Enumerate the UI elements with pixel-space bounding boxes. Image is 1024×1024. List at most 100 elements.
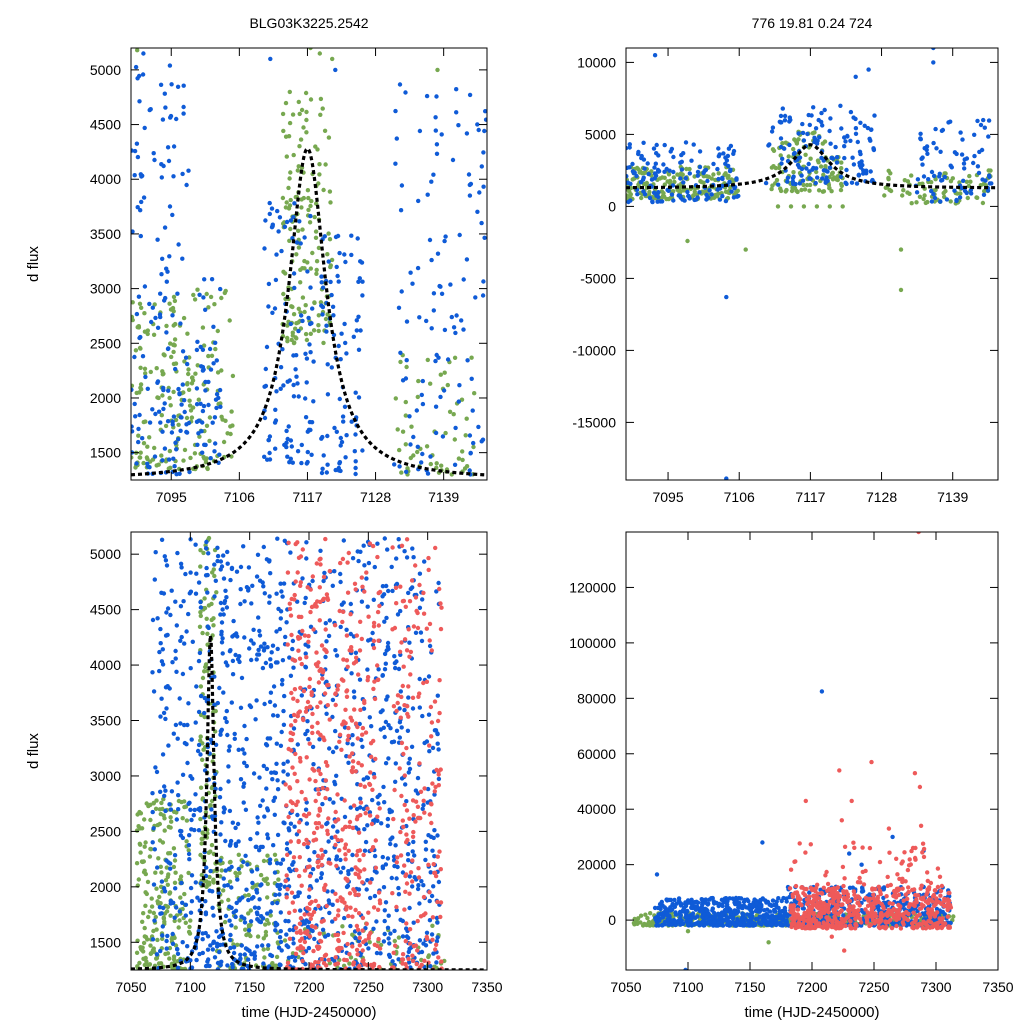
blue-point xyxy=(428,454,433,459)
green-point xyxy=(204,616,209,621)
green-point xyxy=(296,245,302,250)
blue-point xyxy=(407,414,412,419)
blue-point xyxy=(339,331,344,336)
blue-point xyxy=(184,422,189,427)
blue-point xyxy=(398,608,403,614)
green-point xyxy=(459,397,465,402)
blue-point xyxy=(266,304,271,309)
green-point xyxy=(201,343,207,348)
blue-point xyxy=(303,651,308,656)
green-point xyxy=(671,175,676,180)
red-point xyxy=(421,611,427,616)
blue-point xyxy=(467,468,472,473)
blue-point xyxy=(467,182,472,188)
blue-point xyxy=(219,959,224,964)
blue-point xyxy=(827,165,833,170)
blue-point xyxy=(332,569,337,574)
blue-point xyxy=(299,442,304,448)
blue-point xyxy=(172,464,177,469)
blue-point xyxy=(159,659,165,664)
blue-point xyxy=(914,190,920,195)
red-point xyxy=(297,709,302,714)
red-point xyxy=(376,623,381,628)
blue-point xyxy=(482,235,487,240)
blue-point xyxy=(799,166,805,172)
blue-point xyxy=(357,931,362,936)
blue-point xyxy=(185,722,190,728)
panel-top-right: 7095 7106 7117 7128 7139-15000-10000-5000050… xyxy=(572,15,999,505)
blue-point xyxy=(829,155,834,161)
blue-point xyxy=(319,436,324,441)
red-point xyxy=(376,590,381,596)
red-point xyxy=(428,704,434,710)
blue-point xyxy=(372,853,378,859)
red-point xyxy=(345,664,350,669)
green-point xyxy=(155,901,161,906)
green-point xyxy=(330,56,335,62)
blue-point xyxy=(223,913,229,919)
red-point xyxy=(292,658,298,663)
blue-point xyxy=(153,765,158,770)
red-point xyxy=(407,927,413,932)
green-point xyxy=(153,806,159,811)
blue-point xyxy=(628,198,633,203)
red-point xyxy=(404,808,410,813)
green-point xyxy=(193,371,198,376)
blue-point xyxy=(176,437,181,442)
red-point xyxy=(298,583,303,588)
green-point xyxy=(155,822,160,828)
red-point xyxy=(288,737,293,743)
blue-point xyxy=(295,893,300,899)
blue-point xyxy=(433,404,439,409)
blue-point xyxy=(262,415,268,421)
blue-point xyxy=(961,161,967,166)
blue-point xyxy=(138,233,143,239)
blue-point xyxy=(205,934,211,939)
blue-point xyxy=(389,740,395,745)
blue-point xyxy=(261,763,266,769)
green-point xyxy=(147,854,153,859)
blue-point xyxy=(212,415,218,420)
blue-point xyxy=(305,449,310,455)
blue-point xyxy=(394,136,399,141)
green-point xyxy=(472,391,477,396)
blue-point xyxy=(638,180,644,185)
blue-point xyxy=(203,307,208,312)
blue-point xyxy=(656,194,661,200)
blue-point xyxy=(182,722,187,728)
blue-point xyxy=(431,172,436,177)
green-point xyxy=(184,839,189,844)
green-point xyxy=(301,125,306,130)
blue-point xyxy=(208,456,213,461)
blue-point xyxy=(198,693,204,699)
blue-point xyxy=(269,206,275,211)
blue-point xyxy=(806,161,811,167)
green-point xyxy=(142,817,147,822)
blue-point xyxy=(273,446,278,451)
blue-point xyxy=(701,170,706,176)
red-point xyxy=(401,598,407,604)
red-point xyxy=(421,894,427,900)
red-point xyxy=(285,960,291,966)
green-point xyxy=(925,199,930,205)
green-point xyxy=(199,836,204,842)
red-point xyxy=(375,814,380,819)
blue-point xyxy=(787,115,792,120)
blue-point xyxy=(160,429,165,434)
blue-point xyxy=(411,434,416,440)
blue-point xyxy=(448,282,453,287)
blue-point xyxy=(380,865,386,871)
blue-point xyxy=(175,965,181,970)
blue-point xyxy=(419,460,424,465)
red-point xyxy=(290,765,295,770)
red-point xyxy=(302,939,308,945)
blue-point xyxy=(256,820,261,825)
blue-point xyxy=(989,181,994,186)
green-point xyxy=(799,187,804,193)
blue-point xyxy=(363,839,369,845)
green-point xyxy=(137,301,143,306)
blue-point xyxy=(134,311,140,317)
green-point xyxy=(666,172,672,177)
blue-point xyxy=(654,151,659,156)
blue-point xyxy=(354,328,359,333)
